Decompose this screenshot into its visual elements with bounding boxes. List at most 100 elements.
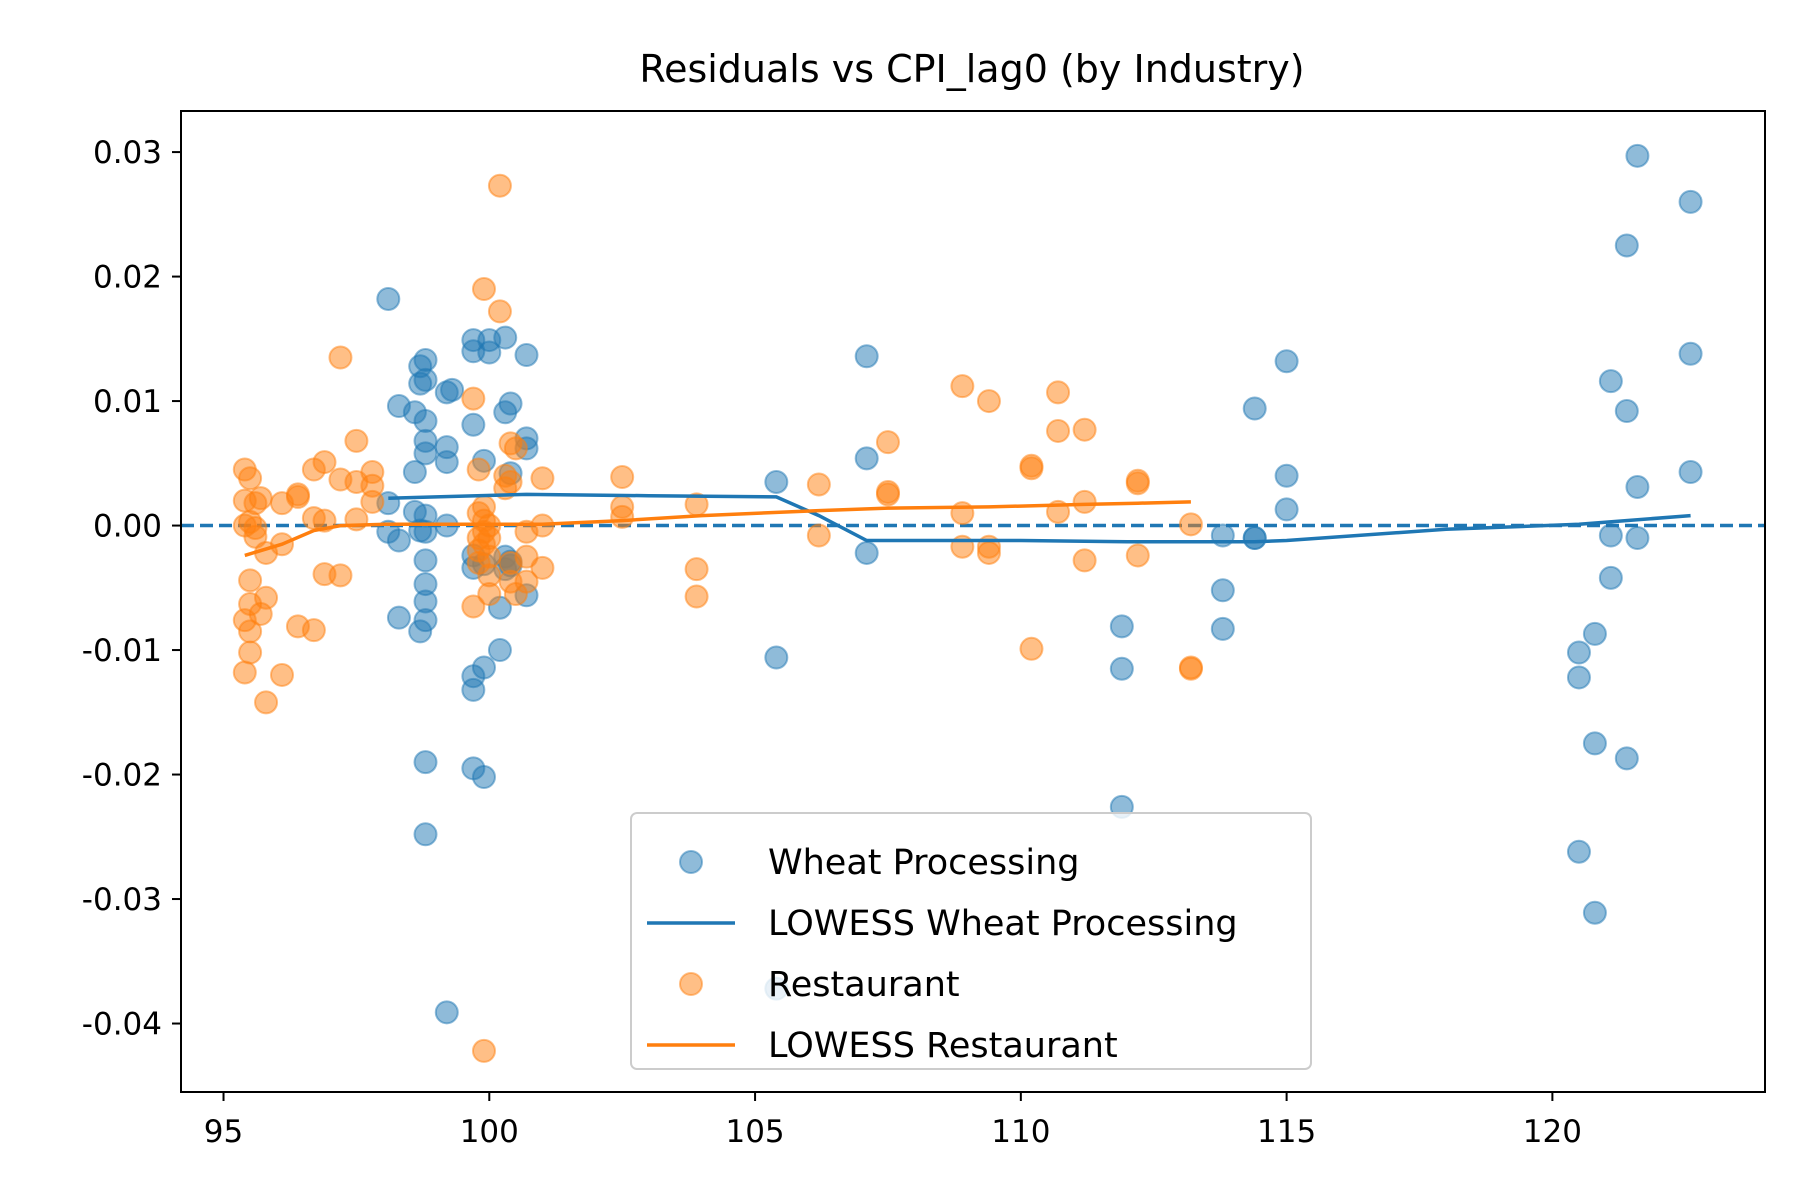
wheat-processing-point — [493, 325, 518, 350]
wheat-processing-point — [1614, 746, 1639, 771]
wheat-processing-point — [413, 367, 438, 392]
restaurant-point — [514, 569, 539, 594]
wheat-processing-point — [440, 377, 465, 402]
legend-marker — [679, 972, 703, 996]
restaurant-point — [530, 555, 555, 580]
wheat-processing-point — [413, 408, 438, 433]
lowess-wheat-processing-line — [388, 492, 1691, 544]
legend-label: LOWESS Restaurant — [768, 1026, 1118, 1066]
wheat-processing-point — [477, 340, 502, 365]
restaurant-point — [503, 436, 528, 461]
restaurant-point — [248, 486, 273, 511]
restaurant-point — [328, 345, 353, 370]
restaurant-point — [254, 690, 279, 715]
restaurant-point — [1072, 489, 1097, 514]
wheat-processing-point — [1678, 189, 1703, 214]
wheat-processing-point — [434, 450, 459, 475]
wheat-processing-point — [461, 412, 486, 437]
y-tick-label: 0.03 — [93, 135, 162, 171]
restaurant-point — [530, 466, 555, 491]
restaurant-point — [477, 582, 502, 607]
wheat-processing-point — [413, 750, 438, 775]
restaurant-point — [684, 584, 709, 609]
wheat-processing-point — [514, 343, 539, 368]
wheat-processing-point — [1274, 463, 1299, 488]
y-tick-label: 0.02 — [93, 260, 162, 296]
legend-label: Wheat Processing — [768, 843, 1080, 883]
wheat-processing-point — [386, 528, 411, 553]
restaurant-point — [806, 523, 831, 548]
restaurant-point — [461, 386, 486, 411]
wheat-processing-point — [1210, 616, 1235, 641]
wheat-processing-point — [413, 347, 438, 372]
wheat-processing-point — [1598, 565, 1623, 590]
wheat-processing-point — [1566, 839, 1591, 864]
wheat-processing-point — [1109, 614, 1134, 639]
restaurant-point — [1046, 380, 1071, 405]
x-tick-label: 100 — [460, 1114, 519, 1150]
restaurant-point — [254, 585, 279, 610]
restaurant-point — [950, 374, 975, 399]
restaurant-point — [487, 299, 512, 324]
wheat-processing-point — [1678, 341, 1703, 366]
wheat-processing-point — [376, 286, 401, 311]
wheat-processing-point — [1625, 143, 1650, 168]
restaurant-point — [1125, 543, 1150, 568]
wheat-processing-point — [1678, 460, 1703, 485]
restaurant-point — [238, 640, 263, 665]
restaurant-point — [875, 482, 900, 507]
wheat-processing-point — [1625, 474, 1650, 499]
legend-marker — [679, 850, 703, 874]
restaurant-point — [1019, 456, 1044, 481]
wheat-processing-point — [854, 446, 879, 471]
restaurant-point — [461, 594, 486, 619]
y-tick-label: -0.02 — [82, 758, 162, 794]
wheat-processing-point — [413, 548, 438, 573]
wheat-processing-point — [1566, 665, 1591, 690]
restaurant-point — [1178, 512, 1203, 537]
restaurant-point — [466, 457, 491, 482]
wheat-processing-point — [1109, 656, 1134, 681]
restaurant-point — [328, 563, 353, 588]
plot-frame — [180, 110, 1766, 1093]
wheat-processing-point — [498, 391, 523, 416]
restaurant-point — [875, 430, 900, 455]
wheat-processing-point — [1582, 731, 1607, 756]
x-tick-label: 110 — [991, 1114, 1050, 1150]
restaurant-point — [232, 660, 257, 685]
restaurant-point — [610, 465, 635, 490]
restaurant-point — [1178, 656, 1203, 681]
y-axis: 0.03 0.02 0.01 0.00 -0.01 -0.02 -0.03 -0.04 — [82, 135, 181, 1043]
restaurant-point — [684, 557, 709, 582]
wheat-processing-point — [1598, 523, 1623, 548]
legend-label: LOWESS Wheat Processing — [768, 904, 1238, 944]
wheat-processing-point — [1242, 526, 1267, 551]
lowess-restaurant-line — [244, 500, 1191, 558]
wheat-processing-point — [854, 344, 879, 369]
restaurant-point — [806, 472, 831, 497]
restaurant-point — [312, 450, 337, 475]
restaurant-point — [344, 428, 369, 453]
restaurant-point — [976, 540, 1001, 565]
wheat-processing-point — [1582, 621, 1607, 646]
wheat-processing-point — [1598, 369, 1623, 394]
legend: Wheat Processing LOWESS Wheat Processing R… — [630, 812, 1312, 1070]
wheat-processing-point — [386, 605, 411, 630]
wheat-processing-point — [1582, 900, 1607, 925]
restaurant-point — [1125, 471, 1150, 496]
restaurant-point — [610, 504, 635, 529]
wheat-processing-point — [413, 822, 438, 847]
wheat-processing-point — [402, 460, 427, 485]
wheat-processing-point — [413, 608, 438, 633]
restaurant-point — [471, 1038, 496, 1063]
y-tick-label: -0.04 — [82, 1007, 162, 1043]
wheat-processing-point — [1614, 399, 1639, 424]
wheat-processing-point — [1566, 640, 1591, 665]
x-tick-label: 115 — [1257, 1114, 1316, 1150]
wheat-processing-point — [434, 1000, 459, 1025]
chart-title: Residuals vs CPI_lag0 (by Industry) — [639, 47, 1304, 91]
wheat-processing-point — [1274, 349, 1299, 374]
restaurant-point — [487, 173, 512, 198]
wheat-processing-point — [1614, 233, 1639, 258]
